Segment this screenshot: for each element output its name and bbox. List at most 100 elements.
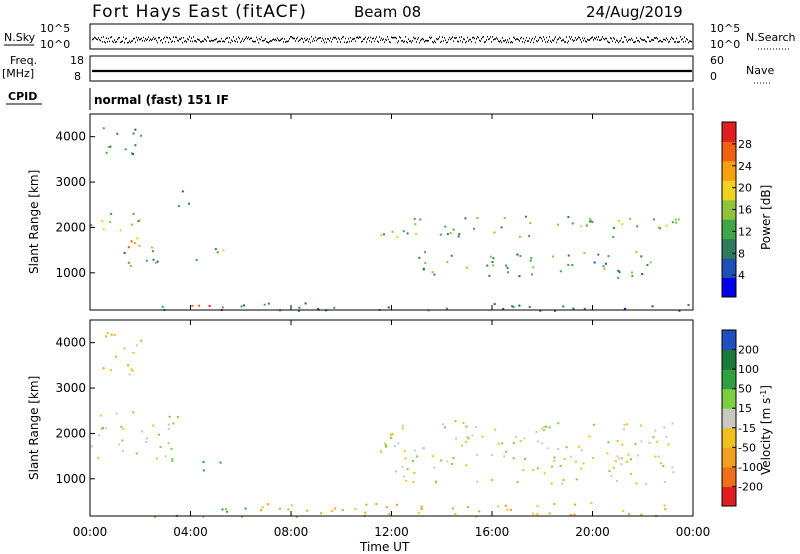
velocity-echo-cell	[608, 470, 611, 473]
nsky-sample	[274, 39, 275, 41]
velocity-echo-cell	[417, 511, 420, 514]
power-echo-cell	[107, 146, 110, 148]
velocity-echo-cell	[494, 428, 497, 431]
nsky-sample	[111, 36, 112, 38]
nsky-sample	[549, 36, 550, 38]
nsky-sample	[413, 36, 414, 39]
nsky-sample	[197, 38, 198, 40]
nsky-sample	[626, 39, 627, 41]
nsky-sample	[513, 36, 514, 39]
nsky-sample	[467, 36, 468, 39]
nsky-sample	[306, 39, 307, 41]
freq-panel	[89, 55, 694, 82]
nsky-sample	[575, 37, 576, 39]
velocity-echo-cell	[401, 427, 404, 430]
nsky-sample	[485, 41, 486, 43]
power-echo-cell	[178, 205, 180, 207]
nsky-sample	[313, 38, 314, 40]
nsky-sample	[170, 38, 171, 40]
nsky-sample	[169, 37, 170, 39]
y-tick-label: 4000	[55, 130, 86, 144]
power-colorbar-tick-label: 8	[738, 247, 745, 260]
power-echo-cell	[127, 261, 130, 264]
power-echo-cell	[646, 264, 649, 267]
nsky-sample	[270, 40, 271, 42]
nsky-sample	[243, 40, 244, 43]
power-echo-cell	[240, 305, 243, 308]
nsky-sample	[183, 37, 184, 39]
date-label: 24/Aug/2019	[586, 3, 683, 21]
nsky-sample	[397, 41, 398, 44]
power-echo-cell	[124, 148, 127, 151]
nsky-sample	[290, 36, 291, 38]
velocity-echo-cell	[140, 339, 143, 342]
velocity-echo-cell	[627, 453, 630, 456]
nsky-sample	[368, 36, 369, 39]
nsky-sample	[623, 41, 624, 43]
velocity-echo-cell	[396, 503, 398, 506]
nsky-sample	[638, 39, 639, 42]
velocity-colorbar-tick-label: 50	[738, 383, 752, 396]
nsky-sample	[588, 39, 589, 41]
nsky-sample	[114, 39, 115, 41]
power-colorbar-tick-label: 16	[738, 204, 752, 217]
velocity-echo-cell	[145, 441, 148, 443]
velocity-echo-cell	[170, 447, 173, 450]
nsky-sample	[562, 39, 563, 41]
nsky-sample	[376, 36, 377, 38]
power-echo-cell	[102, 228, 105, 231]
nsky-sample	[355, 40, 356, 42]
nsky-sample	[385, 38, 386, 41]
nsky-sample	[301, 37, 302, 39]
freq-tick-top: 18	[70, 54, 84, 67]
nsky-sample	[258, 41, 259, 44]
nsky-sample	[546, 36, 547, 39]
velocity-echo-cell	[114, 355, 117, 358]
nave-tick-bottom: 0	[710, 70, 717, 83]
nsky-sample	[630, 39, 631, 41]
power-echo-cell	[612, 226, 615, 229]
nsky-sample	[401, 40, 402, 42]
freq-unit-label: [MHz]	[2, 67, 34, 80]
nsky-sample	[125, 38, 126, 40]
nsky-sample	[635, 40, 636, 43]
nsky-sample	[650, 40, 651, 43]
nsky-sample	[356, 36, 357, 39]
velocity-echo-cell	[524, 458, 527, 460]
power-echo-region	[90, 212, 141, 232]
nsky-sample	[119, 36, 120, 39]
velocity-echo-cell	[640, 440, 643, 443]
nsky-sample	[462, 41, 463, 43]
nsky-sample	[526, 36, 527, 39]
nsky-sample	[380, 39, 381, 41]
nsky-sample	[615, 41, 616, 44]
power-echo-cell	[532, 266, 535, 269]
velocity-echo-cell	[580, 449, 583, 452]
nsky-sample	[402, 39, 403, 42]
nsky-sample	[654, 37, 655, 39]
velocity-echo-cell	[167, 427, 170, 430]
velocity-echo-cell	[640, 513, 643, 516]
velocity-echo-cell	[522, 469, 525, 472]
velocity-echo-cell	[454, 512, 457, 515]
nsky-sample	[685, 40, 686, 43]
nsky-sample	[336, 38, 337, 40]
nsky-sample	[596, 36, 597, 38]
nsky-sample	[525, 39, 526, 42]
nsky-sample	[389, 41, 390, 43]
velocity-echo-cell	[630, 473, 632, 475]
nsky-sample	[409, 40, 410, 43]
velocity-echo-region	[241, 502, 667, 518]
nsky-sample	[372, 37, 373, 40]
power-echo-cell	[136, 237, 139, 240]
velocity-echo-cell	[634, 442, 637, 445]
nsky-sample	[346, 41, 347, 44]
velocity-echo-cell	[523, 437, 526, 440]
nsky-sample	[468, 40, 469, 42]
power-echo-cell	[452, 228, 455, 231]
nsky-sample	[164, 36, 165, 39]
nsky-sample	[521, 36, 522, 39]
nsky-sample	[404, 40, 405, 43]
nsky-sample	[228, 41, 229, 43]
power-echo-cell	[298, 306, 301, 309]
